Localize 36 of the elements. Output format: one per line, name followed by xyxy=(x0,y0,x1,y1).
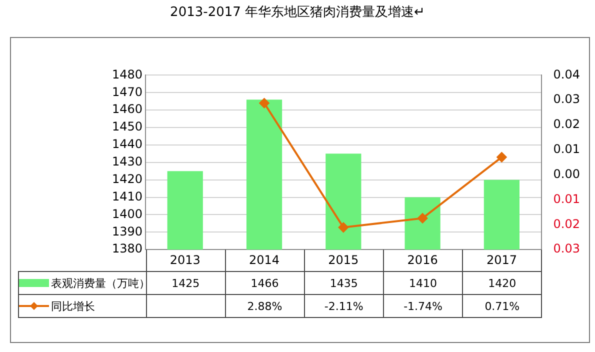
x-tick-label: 2017 xyxy=(486,252,517,267)
y-tick-label: 1480 xyxy=(112,67,143,82)
y2-tick-label: 0.02 xyxy=(553,117,580,132)
data-label: 1466 xyxy=(225,272,304,294)
y-tick-label: 1410 xyxy=(112,189,143,204)
y-tick-label: 1460 xyxy=(112,102,143,116)
y2-tick-label: 0.02 xyxy=(553,216,580,231)
y-tick-label: 1380 xyxy=(112,242,143,256)
y2-tick-label: 0.01 xyxy=(553,192,580,206)
data-label: -2.11% xyxy=(304,294,384,318)
legend-label: 同比增长 xyxy=(18,294,146,318)
y2-tick-label: 0.04 xyxy=(553,67,580,82)
data-label: 1420 xyxy=(462,272,542,294)
data-label: 2.88% xyxy=(225,294,304,318)
data-label: 1435 xyxy=(304,272,384,294)
y-tick-label: 1440 xyxy=(112,137,143,152)
chart-title: 2013-2017 年华东地区猪肉消费量及增速↵ xyxy=(169,4,426,21)
y2-tick-label: 0.03 xyxy=(553,242,580,256)
y-tick-label: 1420 xyxy=(112,172,143,186)
y-tick-label: 1470 xyxy=(112,84,143,99)
x-tick-label: 2015 xyxy=(328,252,359,267)
y-tick-label: 1450 xyxy=(112,120,143,134)
y-tick-label: 1430 xyxy=(112,154,143,169)
data-label: 0.71% xyxy=(462,294,542,318)
data-label: 1425 xyxy=(172,276,200,290)
x-tick-label: 2014 xyxy=(248,252,280,267)
y2-tick-label: 0.03 xyxy=(553,92,580,106)
y2-tick-label: 0.01 xyxy=(553,142,580,156)
y-tick-label: 1400 xyxy=(112,206,143,221)
y-tick-label: 1390 xyxy=(112,224,143,238)
data-label: -1.74% xyxy=(383,294,463,318)
data-label: 1410 xyxy=(383,272,463,294)
legend-label: 表观消费量（万吨） xyxy=(50,276,150,292)
y2-tick-label: 0.00 xyxy=(553,166,580,181)
x-tick-label: 2013 xyxy=(170,252,200,267)
x-tick-label: 2016 xyxy=(407,252,438,267)
